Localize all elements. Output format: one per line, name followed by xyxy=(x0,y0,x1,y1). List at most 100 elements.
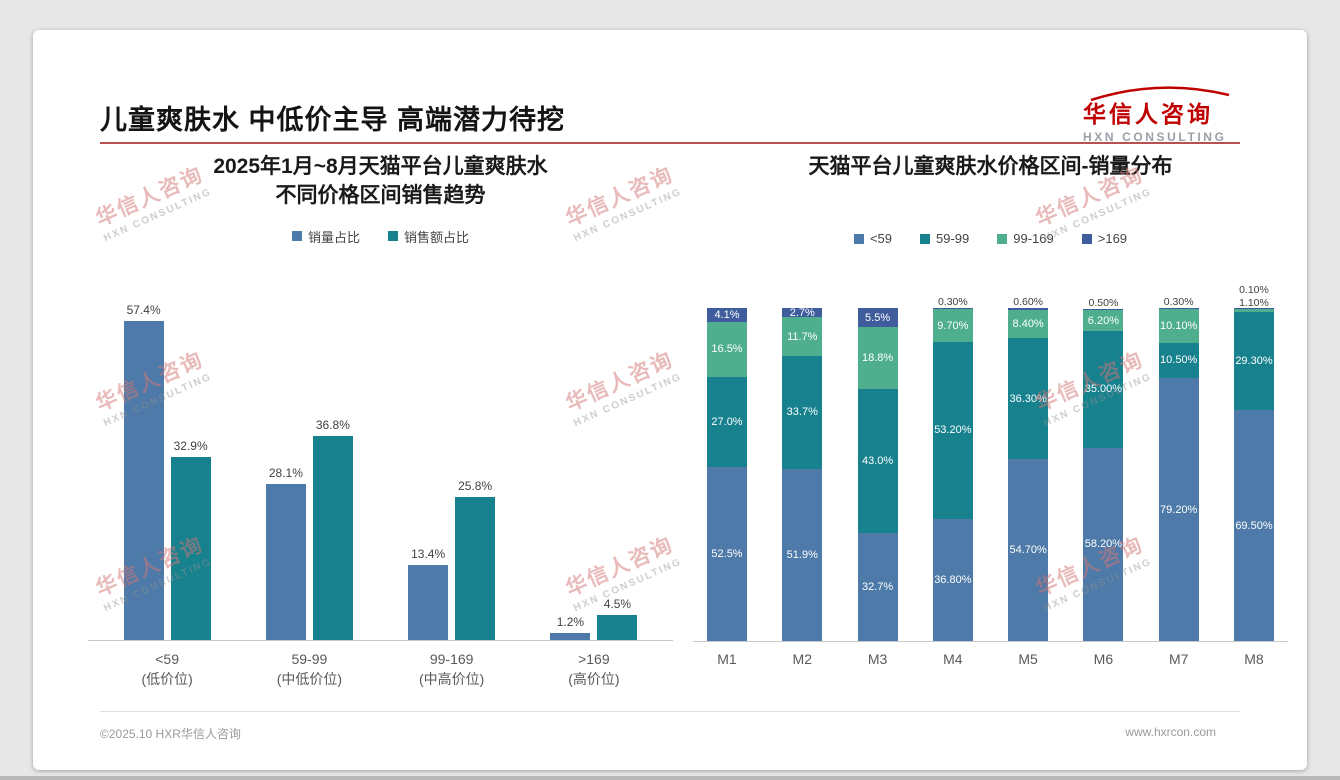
segment-value-label: 51.9% xyxy=(786,548,818,561)
segment-value-label: 1.10% xyxy=(1239,296,1269,309)
x-axis-label-range: <59 xyxy=(155,650,179,667)
bar-segment: 16.5% xyxy=(707,321,747,377)
stacked-bar: 51.9% 33.7% 11.7% 2.7% xyxy=(782,306,823,642)
bar-segment: 27.0% xyxy=(707,376,747,467)
legend-swatch xyxy=(291,231,302,242)
bar-segment: 9.70% xyxy=(932,309,973,342)
stacked-bar: 69.50% 29.30% 1.10% 0.10% xyxy=(1233,284,1274,642)
slide: 儿童爽肤水 中低价主导 高端潜力待挖 华信人咨询 HXN CONSULTING … xyxy=(33,30,1307,770)
x-axis-label: <59 (低价位) xyxy=(104,649,230,690)
bar: 32.9% xyxy=(170,439,211,640)
segment-value-label: 11.7% xyxy=(787,330,818,343)
bar-segment: 0.30% xyxy=(932,296,973,310)
bar-value-label: 25.8% xyxy=(458,478,493,493)
legend-item: >169 xyxy=(1081,231,1128,247)
chart-left-title-line1: 2025年1月~8月天猫平台儿童爽肤水 xyxy=(213,155,548,178)
x-axis-label: M5 xyxy=(1018,651,1038,668)
bar-value-label: 57.4% xyxy=(126,303,161,318)
segment-value-label: 32.7% xyxy=(861,580,894,593)
bar-segment: 6.20% xyxy=(1083,310,1124,332)
x-axis-label: M4 xyxy=(943,651,963,668)
chart-left-title-line2: 不同价格区间销售趋势 xyxy=(275,184,486,208)
x-axis-label: M2 xyxy=(792,651,812,668)
bar-group: 1.2% 4.5% xyxy=(531,597,657,640)
bar-segment: 79.20% xyxy=(1158,377,1199,642)
segment-value-label: 69.50% xyxy=(1235,519,1273,532)
x-axis-label: 99-169 (中高价位) xyxy=(389,649,515,690)
x-axis-label-range: >169 xyxy=(578,650,610,667)
slide-footer: ©2025.10 HXR华信人咨询 www.hxrcon.com xyxy=(100,711,1240,742)
bar: 28.1% xyxy=(265,466,306,640)
segment-value-label: 10.50% xyxy=(1160,354,1198,367)
bar-segment: 43.0% xyxy=(857,389,898,533)
legend-label: 59-99 xyxy=(936,231,970,247)
chart-right-plot: 52.5% 27.0% 16.5% 4.1% 51.9% 33.7% 11.7% 2.7% 32… xyxy=(693,284,1288,643)
x-axis-label: 59-99 (中低价位) xyxy=(246,649,372,690)
logo-text-cn: 华信人咨询 xyxy=(1083,101,1213,127)
logo-swoosh-icon xyxy=(1090,86,1230,102)
bar-segment: 0.60% xyxy=(1008,296,1049,311)
chart-left-legend: 销量占比 销售额占比 xyxy=(88,227,673,246)
x-axis-label: M3 xyxy=(867,651,888,668)
segment-value-label: 0.50% xyxy=(1088,296,1119,309)
bar-segment: 18.8% xyxy=(857,326,898,390)
footer-copyright: ©2025.10 HXR华信人咨询 xyxy=(100,727,241,741)
legend-label: 销量占比 xyxy=(307,229,360,245)
legend-item: 销量占比 xyxy=(291,227,360,246)
bar-group: 57.4% 32.9% xyxy=(104,303,230,640)
segment-value-label: 6.20% xyxy=(1087,314,1120,327)
chart-right-panel: 天猫平台儿童爽肤水价格区间-销量分布 <59 59-99 99-169 >169 52… xyxy=(693,152,1288,667)
bar-group: 13.4% 25.8% xyxy=(389,479,515,640)
bar: 25.8% xyxy=(455,479,496,640)
bar-segment: 4.1% xyxy=(707,308,747,322)
legend-label: 99-169 xyxy=(1013,231,1054,247)
x-axis-label-tier: (中低价位) xyxy=(276,671,343,688)
legend-swatch xyxy=(853,233,864,244)
segment-value-label: 36.80% xyxy=(934,574,972,587)
x-axis-label-tier: (中高价位) xyxy=(418,671,485,688)
bar: 4.5% xyxy=(597,597,638,640)
stacked-bar: 36.80% 53.20% 9.70% 0.30% xyxy=(932,296,973,642)
stacked-bar: 32.7% 43.0% 18.8% 5.5% xyxy=(857,308,898,642)
segment-value-label: 29.30% xyxy=(1235,355,1273,368)
segment-value-label: 16.5% xyxy=(711,343,743,356)
segment-value-label: 58.20% xyxy=(1084,538,1123,551)
bar-segment: 8.40% xyxy=(1008,310,1049,339)
bar-segment: 32.7% xyxy=(857,532,898,642)
bar-segment: 5.5% xyxy=(857,308,898,327)
bar-value-label: 13.4% xyxy=(411,547,446,562)
bar: 1.2% xyxy=(550,615,591,640)
x-axis-label: M1 xyxy=(717,651,737,668)
bar-segment: 0.50% xyxy=(1083,297,1124,311)
chart-right-x-axis: M1 M2 M3 M4 M5 M6 M7 M8 xyxy=(693,651,1288,667)
bar-segment: 54.70% xyxy=(1008,459,1049,642)
legend-swatch xyxy=(388,231,398,242)
segment-value-label: 0.60% xyxy=(1013,296,1044,309)
bar-segment: 29.30% xyxy=(1233,312,1274,410)
bar-segment: 0.30% xyxy=(1158,296,1199,310)
stacked-bar: 79.20% 10.50% 10.10% 0.30% xyxy=(1158,296,1199,642)
chart-left-panel: 2025年1月~8月天猫平台儿童爽肤水 不同价格区间销售趋势 销量占比 销售额占比… xyxy=(88,152,673,689)
page-title: 儿童爽肤水 中低价主导 高端潜力待挖 xyxy=(100,105,566,135)
bar-segment: 58.20% xyxy=(1083,447,1124,642)
segment-value-label: 79.20% xyxy=(1160,503,1198,516)
segment-value-label: 4.1% xyxy=(714,308,740,321)
chart-left-plot: 57.4% 32.9% 28.1% 36.8% 13.4% 25.8% 1.2% 4.5% xyxy=(88,303,673,641)
legend-label: >169 xyxy=(1097,231,1128,247)
x-axis-label-range: 59-99 xyxy=(291,650,328,667)
legend-item: 销售额占比 xyxy=(388,227,469,246)
bar: 57.4% xyxy=(123,303,164,640)
segment-value-label: 2.7% xyxy=(789,306,815,319)
legend-item: <59 xyxy=(853,231,892,246)
bar-segment: 69.50% xyxy=(1233,409,1274,642)
x-axis-label: M7 xyxy=(1168,651,1189,668)
bar-value-label: 28.1% xyxy=(268,465,303,480)
title-underline xyxy=(100,142,1240,144)
segment-value-label: 36.30% xyxy=(1009,392,1047,405)
x-axis-label: >169 (高价位) xyxy=(531,649,657,690)
legend-item: 59-99 xyxy=(920,231,969,246)
logo-text-en: HXN CONSULTING xyxy=(1083,130,1227,145)
segment-value-label: 5.5% xyxy=(865,311,891,324)
legend-swatch xyxy=(1081,233,1092,244)
